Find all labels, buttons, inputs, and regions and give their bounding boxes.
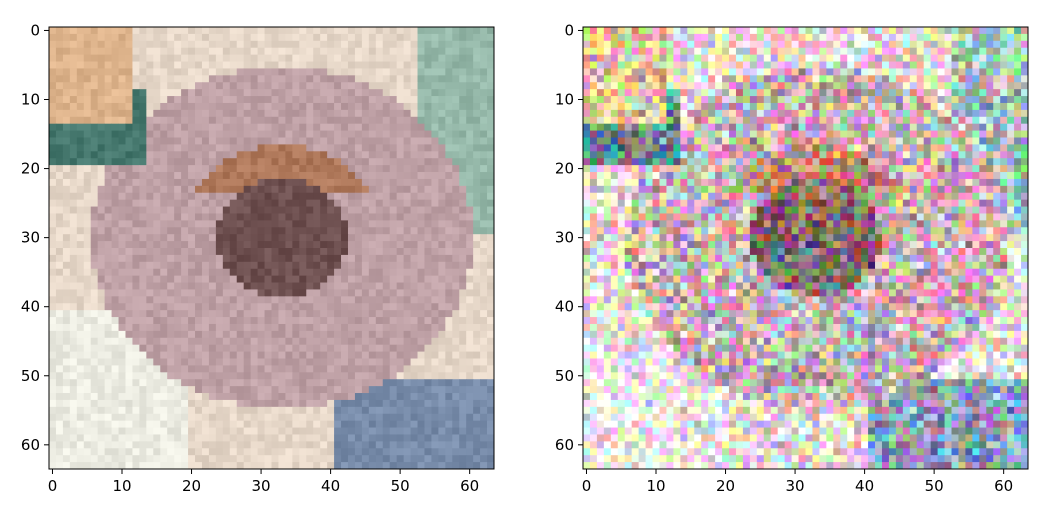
y-tick-label-left-2: 20 [21,160,40,178]
x-tick-label-left-2: 20 [182,477,201,495]
x-tick-label-right-4: 40 [855,477,874,495]
y-tick-label-left-1: 10 [21,91,40,109]
x-tick-label-left-5: 50 [391,477,410,495]
x-tick-label-right-6: 60 [994,477,1013,495]
x-tick-label-right-1: 10 [646,477,665,495]
y-tick-label-right-2: 20 [555,160,574,178]
image-panel-left: 0 10 20 30 40 50 60 0 10 20 30 40 50 60 [21,21,494,495]
image-panel-right: 0 10 20 30 40 50 60 0 10 20 30 40 50 60 [555,21,1028,495]
image-pixels-right [583,27,1028,469]
x-tick-label-right-0: 0 [582,477,592,495]
image-pixels-left [49,27,494,469]
y-tick-label-right-1: 10 [555,91,574,109]
x-tick-label-left-4: 40 [321,477,340,495]
x-tick-label-right-2: 20 [716,477,735,495]
x-tick-label-left-6: 60 [460,477,479,495]
y-tick-label-right-0: 0 [564,21,574,39]
y-tick-label-left-3: 30 [21,229,40,247]
x-tick-label-right-3: 30 [786,477,805,495]
y-tick-label-right-6: 60 [555,436,574,454]
y-tick-label-left-6: 60 [21,436,40,454]
x-tick-label-left-0: 0 [48,477,58,495]
y-tick-label-left-5: 50 [21,367,40,385]
y-tick-label-left-0: 0 [30,21,40,39]
y-tick-label-right-3: 30 [555,229,574,247]
x-tick-label-left-3: 30 [252,477,271,495]
x-tick-label-left-1: 10 [112,477,131,495]
y-tick-label-left-4: 40 [21,298,40,316]
y-tick-label-right-4: 40 [555,298,574,316]
y-tick-label-right-5: 50 [555,367,574,385]
x-tick-label-right-5: 50 [925,477,944,495]
